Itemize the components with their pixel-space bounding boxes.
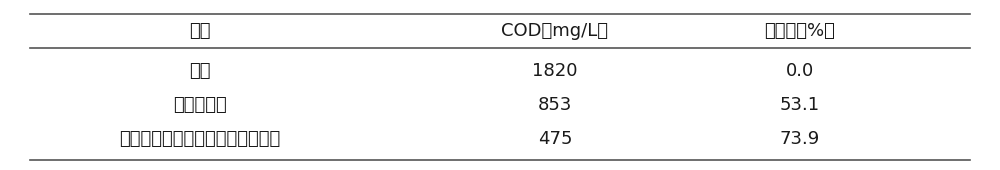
- Text: 处理: 处理: [189, 22, 211, 40]
- Text: 芬顿中引入钙离子和柠檬酸处理后: 芬顿中引入钙离子和柠檬酸处理后: [119, 130, 281, 148]
- Text: 53.1: 53.1: [780, 96, 820, 114]
- Text: 0.0: 0.0: [786, 62, 814, 80]
- Text: 芬顿处理后: 芬顿处理后: [173, 96, 227, 114]
- Text: 去除率（%）: 去除率（%）: [765, 22, 835, 40]
- Text: 73.9: 73.9: [780, 130, 820, 148]
- Text: 原水: 原水: [189, 62, 211, 80]
- Text: 853: 853: [538, 96, 572, 114]
- Text: 1820: 1820: [532, 62, 578, 80]
- Text: 475: 475: [538, 130, 572, 148]
- Text: COD（mg/L）: COD（mg/L）: [502, 22, 608, 40]
